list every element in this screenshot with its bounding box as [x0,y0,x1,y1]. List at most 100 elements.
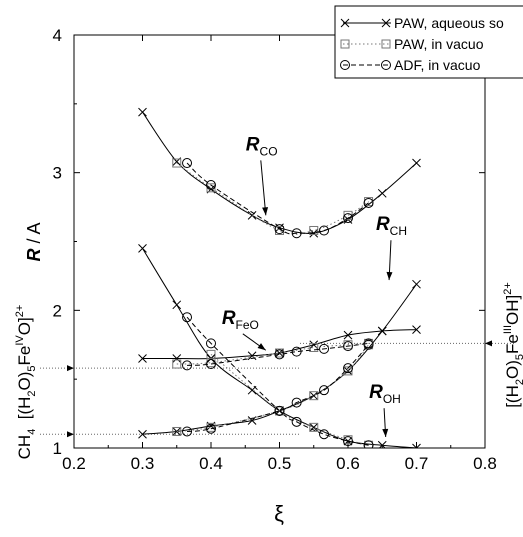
legend-entry-circle: ADF, in vacuo [340,57,481,73]
data-point-circle [182,360,193,371]
data-point-cross [138,354,147,363]
data-point-cross [309,422,319,432]
data-point-circle [182,312,193,323]
data-point-cross [247,210,257,220]
data-point-circle [363,440,374,448]
x-tick-label: 0.6 [336,454,360,473]
data-point-square [309,225,319,235]
data-point-square [309,422,319,432]
series-line [186,344,369,432]
y-tick-label: 3 [53,164,62,183]
plot-frame [73,34,486,449]
reference-lines [40,340,515,438]
data-point-cross [412,443,421,448]
data-point-cross [172,354,182,363]
data-point-square [309,391,319,401]
annotation-R-CH: RCH [376,214,407,238]
data-point-circle [291,346,302,357]
legend-label: ADF, in vacuo [394,57,481,73]
series-line [176,162,369,235]
x-tick-label: 0.7 [405,454,429,473]
data-point-circle [182,426,193,437]
right-label-fe3: [(H2O)5FeIIIOH]2+ [502,282,523,408]
fe4-arrow-head [67,365,74,372]
legend-marker-end [381,39,391,49]
y-axis-title: R / A [24,222,44,261]
x-tick-label: 0.4 [199,454,223,473]
data-point-square [172,158,182,168]
data-point-circle [319,225,330,236]
legend-label: PAW, aqueous so [394,15,504,31]
series-R_CH-square [172,340,374,436]
annotations: RCO RCH RFeO ROH [222,134,407,438]
annotation-arrow-head-R-FeO [257,343,266,351]
annotation-arrow-head-R-OH [382,428,389,437]
legend-marker-end [381,18,391,28]
data-point-circle [319,385,330,396]
series-lines [138,107,421,448]
y-axis-title-unit: / A [24,222,44,248]
legend-marker-start [340,39,350,49]
annotation-R-CO: RCO [246,134,278,158]
annotation-arrow-R-CO [260,160,267,216]
series-line [176,342,369,365]
series-R_CH-circle [182,339,374,437]
series-line [176,344,369,432]
ch4-arrow-head [67,431,74,438]
x-tick-label: 0.3 [131,454,155,473]
data-point-cross [412,325,421,334]
data-point-square [172,426,182,436]
data-point-circle [291,397,302,408]
y-tick-label: 1 [53,439,62,458]
series-line [142,248,417,448]
fe3-arrow-head [485,340,492,347]
data-point-cross [247,416,257,425]
legend-marker-start [340,18,350,28]
y-tick-label: 2 [53,301,62,320]
data-point-circle [363,339,374,350]
data-point-circle [343,341,353,352]
legend-entry-square: PAW, in vacuo [340,36,484,52]
legend-entry-cross: PAW, aqueous so [340,15,504,31]
series-line [186,162,369,235]
data-point-circle [206,180,216,191]
y-axis-title-main: R [24,249,44,262]
data-point-circle [274,405,285,416]
series-R_FeO-circle [182,338,374,371]
legend-marker-start [340,60,350,70]
data-point-circle [343,363,353,374]
data-point-cross [412,279,421,289]
x-tick-label: 0.5 [268,454,292,473]
data-point-square [309,343,319,353]
data-point-square [172,359,182,369]
series-R_OH-circle [182,312,374,448]
data-point-circle [182,158,193,169]
data-point-cross [377,440,387,448]
y-tick-label: 4 [53,26,62,45]
data-point-circle [291,228,302,239]
series-R_FeO-cross [138,325,421,363]
series-line [186,316,369,446]
data-point-cross [309,228,319,238]
data-point-circle [274,224,285,235]
x-axis-title: ξ [274,501,284,526]
data-point-circle [206,359,216,370]
data-point-circle [274,349,285,360]
legend-label: PAW, in vacuo [394,36,484,52]
data-point-circle [291,416,302,427]
series-R_CO-circle [182,158,374,239]
legend-marker-end [381,60,391,70]
annotation-R-OH: ROH [369,382,401,406]
data-point-circle [206,423,216,434]
annotation-arrow-head-R-CO [262,207,269,216]
data-point-circle [319,343,330,354]
data-point-cross [343,330,353,340]
data-point-circle [206,338,216,349]
annotation-R-FeO: RFeO [222,308,259,332]
data-point-cross [412,158,421,168]
series-R_OH-cross [138,244,421,448]
legend-box [334,5,523,79]
data-point-cross [138,244,147,253]
data-point-circle [343,436,353,447]
